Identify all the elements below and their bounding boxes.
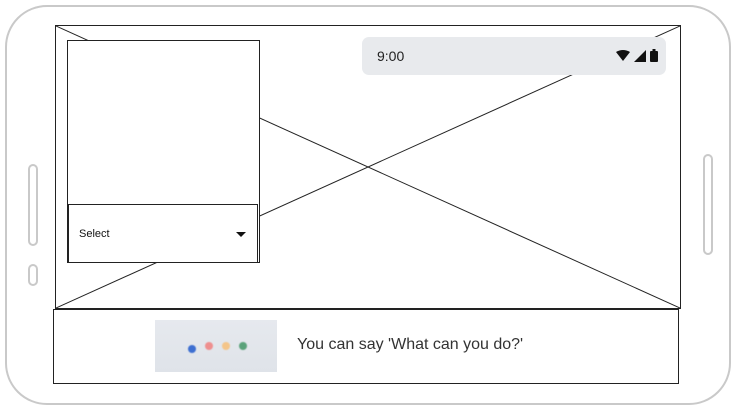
volume-button: [28, 164, 38, 246]
status-bar: 9:00: [362, 37, 666, 75]
select-dropdown[interactable]: Select: [68, 204, 258, 263]
cell-signal-icon: [634, 49, 646, 62]
assistant-dot-yellow: [222, 342, 230, 350]
screen: 9:00 Select: [55, 25, 681, 309]
wifi-icon: [616, 50, 630, 61]
battery-icon: [650, 49, 658, 62]
assistant-hint-text: You can say 'What can you do?': [297, 336, 524, 353]
power-button: [703, 154, 713, 255]
assistant-dots-image: [155, 320, 277, 372]
assistant-dot-green: [239, 342, 247, 350]
assistant-dot-red: [205, 342, 213, 350]
small-side-button: [28, 264, 38, 286]
status-time: 9:00: [377, 48, 405, 64]
picker-card: Select: [67, 40, 260, 263]
status-icons: [616, 49, 658, 62]
select-label: Select: [79, 228, 110, 240]
dropdown-arrow-icon: [236, 232, 246, 237]
assistant-dot-blue: [188, 345, 196, 353]
assistant-bar: You can say 'What can you do?': [53, 309, 679, 384]
